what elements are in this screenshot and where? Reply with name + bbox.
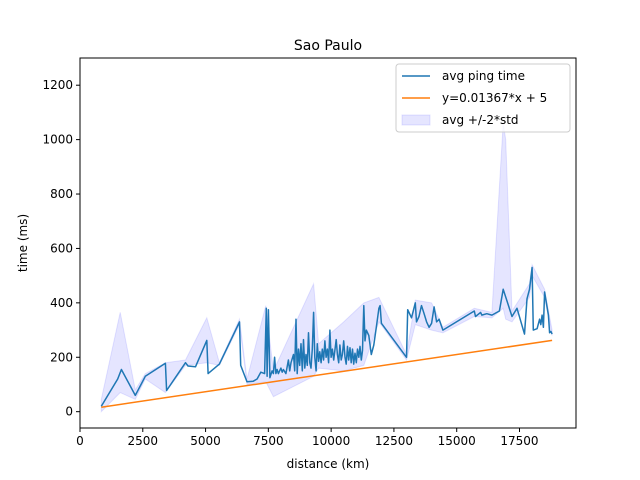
x-tick-label: 15000	[438, 434, 476, 448]
x-tick-label: 17500	[500, 434, 538, 448]
y-tick-label: 1200	[42, 78, 73, 92]
y-tick-label: 400	[50, 296, 73, 310]
x-tick-label: 12500	[375, 434, 413, 448]
y-axis-label: time (ms)	[16, 214, 30, 272]
plot-area	[100, 123, 553, 413]
series-band-avg-std	[100, 123, 553, 413]
series-line-fit	[101, 339, 553, 408]
x-tick-label: 0	[76, 434, 84, 448]
x-tick-label: 7500	[253, 434, 284, 448]
y-tick-label: 200	[50, 350, 73, 364]
y-tick-label: 800	[50, 187, 73, 201]
legend-label-fit: y=0.01367*x + 5	[442, 91, 547, 105]
chart-title: Sao Paulo	[294, 38, 362, 54]
legend-box	[395, 63, 571, 133]
y-tick-label: 1000	[42, 133, 73, 147]
y-tick-label: 0	[65, 405, 73, 419]
x-axis: 0 2500 5000 7500 10000 12500 15000 17500	[76, 428, 539, 448]
x-axis-label: distance (km)	[287, 457, 370, 471]
x-tick-label: 2500	[128, 434, 159, 448]
legend: avg ping time y=0.01367*x + 5 avg +/-2*std	[395, 63, 571, 133]
x-tick-label: 5000	[190, 434, 221, 448]
legend-label-band: avg +/-2*std	[442, 113, 519, 127]
legend-swatch-band	[401, 114, 431, 126]
x-tick-label: 10000	[312, 434, 350, 448]
y-tick-label: 600	[50, 241, 73, 255]
series-line-avg	[100, 266, 553, 407]
plot-frame	[79, 57, 577, 429]
y-axis: 0 200 400 600 800 1000 1200	[42, 78, 80, 419]
legend-label-avg: avg ping time	[442, 69, 525, 83]
